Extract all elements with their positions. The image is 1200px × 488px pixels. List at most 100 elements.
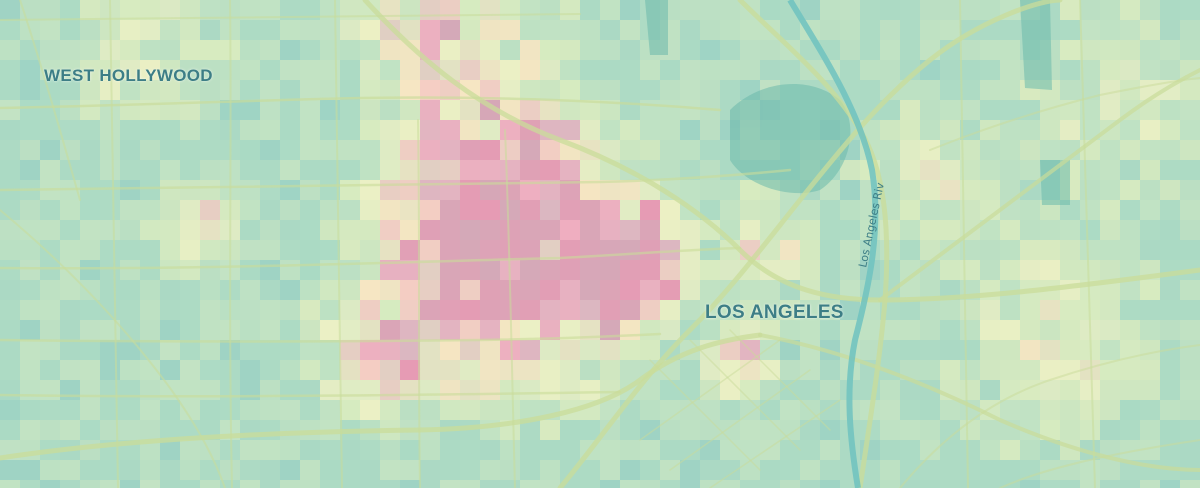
density-cell (160, 180, 180, 200)
density-cell (620, 340, 640, 360)
density-cell (100, 140, 120, 160)
density-cell (900, 280, 920, 300)
density-cell (300, 20, 320, 40)
density-cell (980, 100, 1000, 120)
density-cell (640, 240, 660, 260)
density-cell (480, 480, 500, 488)
density-cell (460, 260, 480, 280)
density-cell (120, 320, 140, 340)
density-cell (140, 400, 160, 420)
density-cell (580, 40, 600, 60)
density-cell (1100, 200, 1120, 220)
density-cell (60, 80, 80, 100)
density-cell (420, 400, 440, 420)
density-cell (360, 180, 380, 200)
density-cell (140, 120, 160, 140)
density-cell (380, 100, 400, 120)
reservoir-northeast (1020, 0, 1052, 90)
density-cell (140, 460, 160, 480)
density-cell (1180, 320, 1200, 340)
density-cell (280, 340, 300, 360)
density-cell (980, 260, 1000, 280)
density-cell (480, 440, 500, 460)
density-cell (1180, 440, 1200, 460)
density-cell (160, 20, 180, 40)
density-cell (860, 60, 880, 80)
density-cell (240, 240, 260, 260)
density-cell (860, 340, 880, 360)
density-cell (100, 180, 120, 200)
density-cell (1100, 320, 1120, 340)
density-cell (1000, 220, 1020, 240)
density-cell (1060, 0, 1080, 20)
density-cell (560, 460, 580, 480)
density-cell (140, 360, 160, 380)
density-cell (980, 220, 1000, 240)
density-cell (340, 360, 360, 380)
density-cell (440, 340, 460, 360)
density-cell (1180, 300, 1200, 320)
density-cell (400, 160, 420, 180)
density-cell (780, 340, 800, 360)
density-cell (700, 480, 720, 488)
density-cell (580, 300, 600, 320)
density-cell (140, 140, 160, 160)
density-cell (120, 0, 140, 20)
density-cell (760, 200, 780, 220)
density-cell (720, 260, 740, 280)
density-cell (460, 400, 480, 420)
density-cell (140, 200, 160, 220)
density-cell (620, 20, 640, 40)
density-cell (880, 460, 900, 480)
density-cell (400, 80, 420, 100)
density-cell (1100, 80, 1120, 100)
density-cell (120, 100, 140, 120)
density-cell (620, 240, 640, 260)
density-cell (680, 420, 700, 440)
density-cell (880, 120, 900, 140)
density-cell (880, 440, 900, 460)
diagonal-4 (999, 439, 1200, 488)
density-cell (1180, 360, 1200, 380)
density-cell (440, 240, 460, 260)
density-cell (420, 120, 440, 140)
density-cell (780, 260, 800, 280)
density-cell (620, 420, 640, 440)
density-cell (660, 140, 680, 160)
density-cell (620, 180, 640, 200)
density-cell (580, 280, 600, 300)
density-cell (1000, 60, 1020, 80)
density-cell (780, 320, 800, 340)
density-cell (380, 260, 400, 280)
small-park-north (645, 0, 668, 55)
density-cell (1000, 100, 1020, 120)
density-cell (820, 300, 840, 320)
density-cell (20, 400, 40, 420)
density-cell (260, 100, 280, 120)
density-cell (440, 360, 460, 380)
density-cell (480, 60, 500, 80)
density-cell (780, 20, 800, 40)
density-cell (540, 240, 560, 260)
density-cell (180, 280, 200, 300)
avenue-3 (334, 0, 343, 488)
density-cell (500, 200, 520, 220)
density-cell (880, 140, 900, 160)
density-cell (980, 420, 1000, 440)
density-cell (0, 220, 20, 240)
density-cell (140, 240, 160, 260)
density-cell (360, 260, 380, 280)
density-cell (920, 460, 940, 480)
density-cell (300, 80, 320, 100)
density-cell (820, 320, 840, 340)
density-cell (800, 240, 820, 260)
density-cell (940, 340, 960, 360)
density-cell (780, 480, 800, 488)
density-cell (160, 240, 180, 260)
density-cell (880, 80, 900, 100)
avenue-1 (109, 0, 119, 488)
density-cell (620, 480, 640, 488)
density-cell (1040, 360, 1060, 380)
